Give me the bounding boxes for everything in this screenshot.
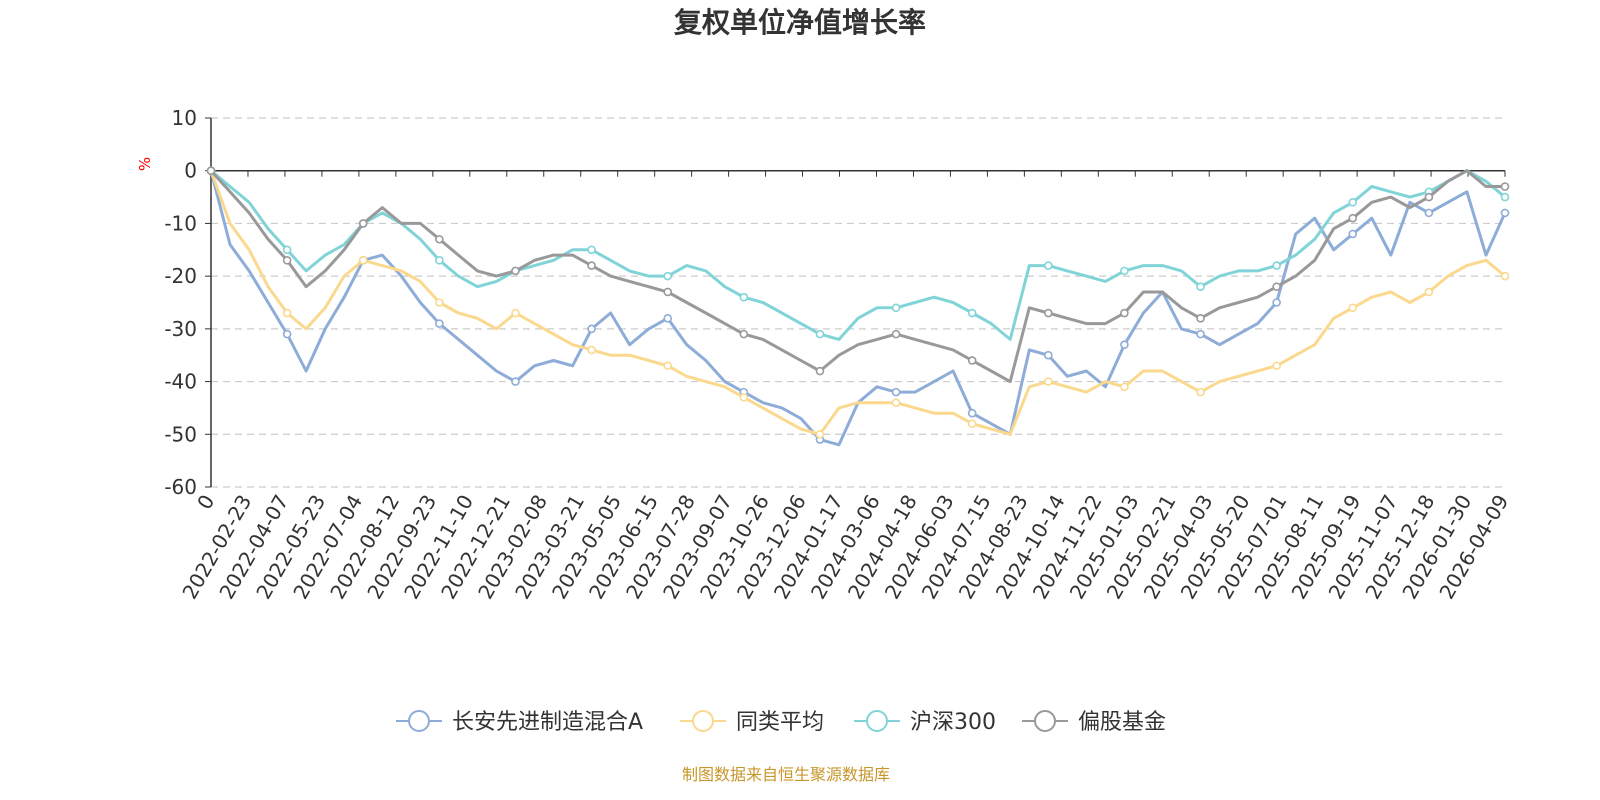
series-point <box>1043 308 1053 318</box>
y-tick-label: -30 <box>164 317 197 341</box>
series-point <box>1196 314 1205 323</box>
series-point <box>282 245 292 255</box>
series-line-3 <box>209 169 1505 384</box>
series-point <box>967 356 977 365</box>
series-point <box>511 266 520 276</box>
legend-swatch-marker <box>1034 710 1056 732</box>
series-point <box>1120 340 1129 349</box>
series-point <box>1196 282 1205 291</box>
series-point <box>1272 298 1281 307</box>
series-line-1 <box>209 170 1506 436</box>
legend: 长安先进制造混合A 同类平均 沪深300 偏股基金 <box>396 710 1166 735</box>
legend-label[interactable]: 偏股基金 <box>1078 710 1166 735</box>
series-point <box>739 292 749 302</box>
x-axis-ticks: 02022-02-232022-04-072022-05-232022-07-0… <box>177 170 1513 603</box>
legend-swatch-marker <box>866 710 888 732</box>
y-tick-label: -20 <box>164 264 197 288</box>
grid-lines <box>211 117 1505 488</box>
series-point <box>1424 287 1434 297</box>
legend-swatch-marker <box>408 710 430 732</box>
series-point <box>739 329 749 339</box>
series-point <box>663 271 673 281</box>
series-point <box>815 366 825 376</box>
series-point <box>1043 377 1053 386</box>
series-point <box>358 219 368 228</box>
series-point <box>1424 192 1434 202</box>
series-point <box>1500 192 1510 202</box>
series-point <box>1120 382 1129 392</box>
y-tick-label: -10 <box>164 211 197 235</box>
y-tick-label: -40 <box>164 370 197 394</box>
series-point <box>815 329 825 339</box>
series-point <box>435 319 444 328</box>
series-point <box>282 256 292 265</box>
series-point <box>891 303 901 313</box>
series-point <box>967 419 977 429</box>
series-point <box>739 393 749 402</box>
series-point <box>1348 229 1358 239</box>
series-point <box>587 245 596 255</box>
series-point <box>435 234 444 244</box>
axes <box>210 118 1505 487</box>
series-point <box>1348 213 1358 223</box>
series-point <box>967 408 977 418</box>
y-tick-label: 10 <box>172 106 197 130</box>
series-point <box>587 345 596 355</box>
series-point <box>1272 282 1281 291</box>
series-point <box>1196 329 1205 339</box>
series-point <box>587 324 596 334</box>
series-point <box>358 256 368 265</box>
legend-label[interactable]: 同类平均 <box>736 710 824 735</box>
series-point <box>663 361 673 371</box>
y-tick-label: -50 <box>164 422 197 446</box>
series-point <box>1196 387 1205 397</box>
series-point <box>282 308 292 318</box>
series-point <box>1348 303 1358 313</box>
series-point <box>511 308 520 318</box>
legend-label[interactable]: 沪深300 <box>910 710 996 735</box>
y-axis-unit: % <box>136 157 154 171</box>
series-point <box>1272 261 1281 270</box>
series-point <box>1120 266 1129 276</box>
series-point <box>1043 350 1053 360</box>
x-tick-label: 0 <box>192 491 219 514</box>
series-point <box>967 308 977 318</box>
series-point <box>435 298 444 307</box>
series-point <box>891 329 901 339</box>
series-point <box>663 314 673 323</box>
series-point <box>891 398 901 407</box>
series-point <box>1500 271 1510 281</box>
legend-label[interactable]: 长安先进制造混合A <box>452 710 643 735</box>
series-point <box>1500 182 1510 191</box>
series-point <box>511 377 520 386</box>
y-tick-label: -60 <box>164 475 197 499</box>
series-line-2 <box>210 169 1506 341</box>
series-point <box>1424 208 1434 218</box>
series-point <box>663 287 673 297</box>
data-source-note: 制图数据来自恒生聚源数据库 <box>682 765 890 784</box>
series-point <box>1272 361 1281 371</box>
series-point <box>206 166 216 176</box>
series-point <box>891 387 901 397</box>
series-point <box>1043 261 1053 270</box>
legend-swatch-marker <box>692 710 714 732</box>
chart-title: 复权单位净值增长率 <box>674 6 926 39</box>
series-point <box>587 261 596 270</box>
series-point <box>435 256 444 265</box>
y-axis-ticks: 10 0 -10 -20 -30 -40 -50 -60 <box>164 106 211 499</box>
series-point <box>1348 198 1358 207</box>
series-point <box>1500 208 1510 218</box>
series-point <box>815 429 825 439</box>
series-point <box>1120 308 1129 318</box>
series-point <box>282 329 292 339</box>
y-tick-label: 0 <box>184 159 197 183</box>
series-lines <box>206 166 1510 447</box>
